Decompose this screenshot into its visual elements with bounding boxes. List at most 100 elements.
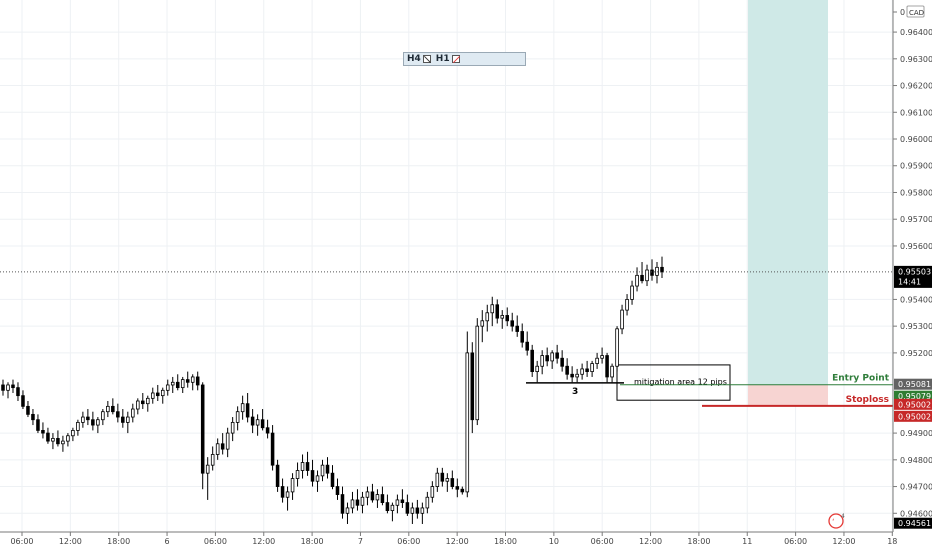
candle-body — [445, 478, 450, 482]
candle-body — [51, 438, 55, 442]
stop-price-tag-2-bg — [894, 410, 932, 422]
candle-body — [490, 304, 495, 314]
entry-price-tag-text: 0.95081 — [898, 380, 931, 389]
price-tick-label: 0.95700 — [900, 215, 932, 224]
candle-body — [345, 507, 350, 514]
candle-body — [545, 355, 549, 362]
candle-body — [530, 349, 534, 372]
candle-body — [71, 430, 75, 437]
time-axis-bg — [0, 532, 893, 550]
candle-body — [240, 403, 245, 413]
candle-body — [295, 470, 300, 479]
candle-body — [141, 400, 145, 405]
time-axis[interactable]: 06:00 12:00 18:00 6 06:00 12:00 18:00 7 06:00 12:… — [0, 531, 897, 550]
candle-body — [385, 502, 390, 512]
candle-body — [635, 274, 639, 287]
candle-body — [405, 502, 410, 514]
candle-body — [310, 470, 315, 482]
candle-body — [1, 384, 5, 391]
candle-body — [6, 384, 10, 391]
h1-toggle-icon[interactable] — [451, 55, 460, 63]
time-tick-label: 12:00 — [59, 537, 82, 546]
currency-badge[interactable] — [906, 5, 925, 18]
candle-body — [340, 494, 345, 514]
candle-body — [220, 443, 225, 450]
current-price-tag-text: 0.95503 — [898, 267, 931, 276]
candle-body — [570, 373, 574, 378]
candle-body — [66, 435, 70, 442]
candle-body — [650, 269, 654, 276]
price-tick-label: 0.95300 — [900, 322, 932, 331]
candle-body — [350, 499, 355, 509]
candle-body — [325, 464, 330, 474]
h1-label: H1 — [435, 54, 450, 64]
candle-body — [170, 381, 175, 386]
candle-body — [500, 315, 505, 319]
candle-body — [116, 411, 120, 418]
time-tick-label: 06:00 — [10, 537, 33, 546]
candle-body — [465, 352, 470, 493]
candle-body — [21, 395, 25, 407]
candle-body — [290, 478, 295, 493]
candle-body — [495, 304, 500, 319]
time-tick-label: 06:00 — [591, 537, 614, 546]
candle-body — [36, 419, 40, 431]
candle-body — [540, 355, 544, 367]
candle-body — [96, 419, 100, 426]
candle-body — [200, 384, 205, 474]
candle-body — [380, 494, 385, 503]
time-tick-label: 06:00 — [397, 537, 420, 546]
time-tick-label: 06:00 — [204, 537, 227, 546]
mitigation-area[interactable]: mitigation area 12 pips — [616, 364, 731, 401]
candle-body — [435, 472, 440, 487]
candle-body — [645, 269, 649, 282]
time-tick-label: 18:00 — [301, 537, 324, 546]
candle-body — [86, 416, 90, 421]
candle-body — [420, 507, 425, 514]
price-tick-label: 0.96200 — [900, 82, 932, 91]
price-tick-label: 0.96100 — [900, 108, 932, 117]
h4-label: H4 — [407, 54, 421, 64]
price-tick-label: 0.96300 — [900, 55, 932, 64]
candle-body — [185, 379, 190, 383]
candle-body — [270, 432, 275, 466]
timeframe-panel[interactable]: H4 H1 — [403, 52, 526, 66]
candle-body — [230, 421, 235, 434]
stoploss-label: Stoploss — [846, 395, 889, 405]
time-tick-label: 7 — [358, 537, 363, 546]
price-tick-label: 0.95400 — [900, 295, 932, 304]
candle-body — [300, 462, 305, 471]
entry-price-tag-bg — [894, 378, 932, 390]
low-price-tag-bg — [894, 517, 932, 529]
current-price-tag-text: 14:41 — [898, 277, 921, 286]
time-tick-label: 11 — [742, 537, 752, 546]
candle-body — [660, 266, 664, 273]
candle-body — [205, 464, 210, 474]
h4-toggle-icon[interactable] — [422, 55, 431, 63]
stop-zone[interactable] — [748, 384, 828, 406]
candle-body — [81, 416, 85, 423]
candle-body — [335, 486, 340, 495]
candle-body — [275, 464, 280, 487]
candle-body — [315, 475, 320, 482]
candle-body — [160, 389, 165, 397]
stop-price-tag-bg — [894, 398, 932, 410]
entry-point-label: Entry Point — [832, 374, 890, 384]
candle-body — [76, 421, 80, 431]
candle-body — [370, 491, 375, 501]
candle-body — [450, 478, 455, 487]
stop-price-tag-text: 0.95002 — [898, 400, 931, 409]
price-tick-label: 0 — [900, 8, 905, 17]
candle-body — [215, 443, 220, 455]
candle-body — [615, 328, 619, 367]
candle-body — [510, 320, 515, 327]
candle-body — [305, 462, 310, 471]
candle-body — [560, 357, 564, 367]
target-zone[interactable] — [748, 0, 828, 385]
candle-body — [285, 491, 290, 498]
candle-body — [101, 411, 105, 421]
tradingview-logo-icon: ʻ 4 — [828, 513, 845, 529]
time-tick-label: 12:00 — [446, 537, 469, 546]
price-tick-label: 0.96000 — [900, 135, 932, 144]
